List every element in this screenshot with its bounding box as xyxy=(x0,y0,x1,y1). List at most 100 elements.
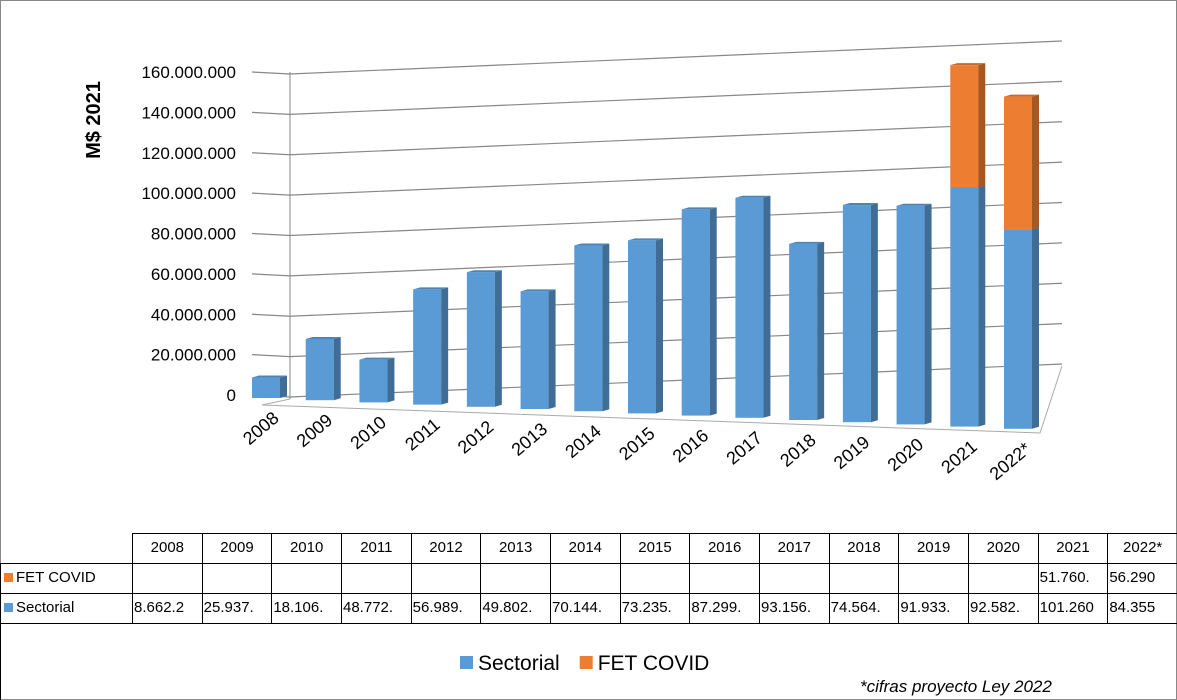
x-tick-label: 2022* xyxy=(986,439,1035,485)
table-cell: 92.582. xyxy=(968,593,1039,624)
table-header-cell: 2017 xyxy=(759,533,830,564)
table-cell xyxy=(619,563,691,594)
bar xyxy=(520,291,549,409)
bar-side xyxy=(1032,94,1039,230)
bar xyxy=(305,338,334,401)
bar xyxy=(789,243,818,420)
x-tick-label: 2008 xyxy=(239,408,283,449)
legend-label: Sectorial xyxy=(478,652,560,675)
bar-side xyxy=(817,241,825,420)
table-cell xyxy=(828,563,900,594)
table-cell xyxy=(968,563,1039,594)
table-cell: 56.989. xyxy=(410,593,482,624)
grid-line xyxy=(251,40,1063,75)
table-cell: 48.772. xyxy=(341,593,412,624)
table-cell: 87.299. xyxy=(689,593,760,624)
table-cell: 51.760. xyxy=(1037,563,1109,594)
bar-side xyxy=(870,203,878,423)
bar-top xyxy=(413,287,449,290)
grid-line xyxy=(251,201,1063,237)
bar-side xyxy=(978,63,986,188)
x-tick-label: 2020 xyxy=(884,434,928,475)
table-header-cell: 2021 xyxy=(1037,533,1109,564)
table-header-cell: 2008 xyxy=(132,533,203,564)
table-cell xyxy=(689,563,760,594)
row-name: FET COVID xyxy=(16,569,96,586)
y-tick-label: 40.000.000 xyxy=(151,305,236,324)
y-tick-label: 120.000.000 xyxy=(141,144,236,163)
x-tick-label: 2012 xyxy=(454,417,498,458)
table-cell xyxy=(271,563,342,594)
bar-side xyxy=(924,203,932,425)
bar-side xyxy=(709,207,717,416)
table-cell: 101.260 xyxy=(1037,593,1109,624)
table-cell: 8.662.2 xyxy=(132,593,203,624)
bar xyxy=(466,272,495,407)
bar-side xyxy=(280,375,287,398)
legend-label: FET COVID xyxy=(598,652,710,675)
table-header-cell: 2013 xyxy=(480,533,551,564)
bar-top xyxy=(359,357,395,360)
legend-swatch xyxy=(579,656,593,669)
legend-swatch xyxy=(4,603,13,612)
bar-side xyxy=(494,270,502,407)
bar-top xyxy=(681,207,717,210)
grid-line xyxy=(251,161,1063,196)
bar xyxy=(842,205,871,423)
table-cell: 93.156. xyxy=(759,593,830,624)
table-header-cell: 2012 xyxy=(410,533,482,564)
table-cell: 18.106. xyxy=(271,593,342,624)
table-cell xyxy=(410,563,482,594)
grid-line xyxy=(251,80,1063,115)
bar-side xyxy=(656,238,663,414)
table-cell: 73.235. xyxy=(619,593,691,624)
x-tick-label: 2011 xyxy=(401,414,444,454)
bar-side xyxy=(548,289,556,409)
x-tick-label: 2015 xyxy=(615,423,659,464)
bar-top xyxy=(842,203,878,206)
table-header-cell: 2019 xyxy=(898,533,969,564)
bar-side xyxy=(602,243,610,412)
x-tick-label: 2013 xyxy=(508,419,552,460)
table-cell: 91.933. xyxy=(898,593,969,624)
bar xyxy=(1004,229,1032,429)
y-tick-label: 160.000.000 xyxy=(141,63,236,82)
bar xyxy=(628,240,656,414)
bar-top xyxy=(520,289,556,292)
bar xyxy=(1004,96,1032,230)
x-tick-label: 2010 xyxy=(346,412,390,453)
bar xyxy=(413,289,442,405)
x-tick-label: 2017 xyxy=(722,428,766,469)
table-row-label: Sectorial xyxy=(0,593,133,624)
bar xyxy=(735,197,764,418)
bar-top xyxy=(950,63,986,66)
bar xyxy=(359,359,388,403)
table-cell xyxy=(132,563,203,594)
table-cell: 25.937. xyxy=(201,593,273,624)
x-tick-label: 2014 xyxy=(561,421,605,462)
y-tick-label: 0 xyxy=(227,386,236,405)
table-header-cell: 2022* xyxy=(1107,533,1177,564)
table-cell xyxy=(550,563,621,594)
bar xyxy=(252,377,280,398)
bar-side xyxy=(978,185,986,427)
table-cell xyxy=(201,563,273,594)
bar-top xyxy=(252,375,287,378)
table-header-cell: 2010 xyxy=(271,533,342,564)
bar-top xyxy=(1004,94,1039,97)
table-cell xyxy=(480,563,551,594)
y-tick-label: 80.000.000 xyxy=(151,225,236,244)
table-header-cell: 2016 xyxy=(689,533,760,564)
bar xyxy=(681,209,710,416)
y-tick-label: 20.000.000 xyxy=(151,346,236,365)
legend-box xyxy=(0,623,1177,700)
bar xyxy=(574,245,603,412)
bar xyxy=(950,65,979,188)
table-cell: 56.290 xyxy=(1107,563,1177,594)
table-row-label: FET COVID xyxy=(0,563,133,594)
footnote: *cifras proyecto Ley 2022 xyxy=(860,677,1052,696)
bar-top xyxy=(305,336,341,339)
grid-line xyxy=(251,121,1063,156)
bar-top xyxy=(574,243,610,246)
